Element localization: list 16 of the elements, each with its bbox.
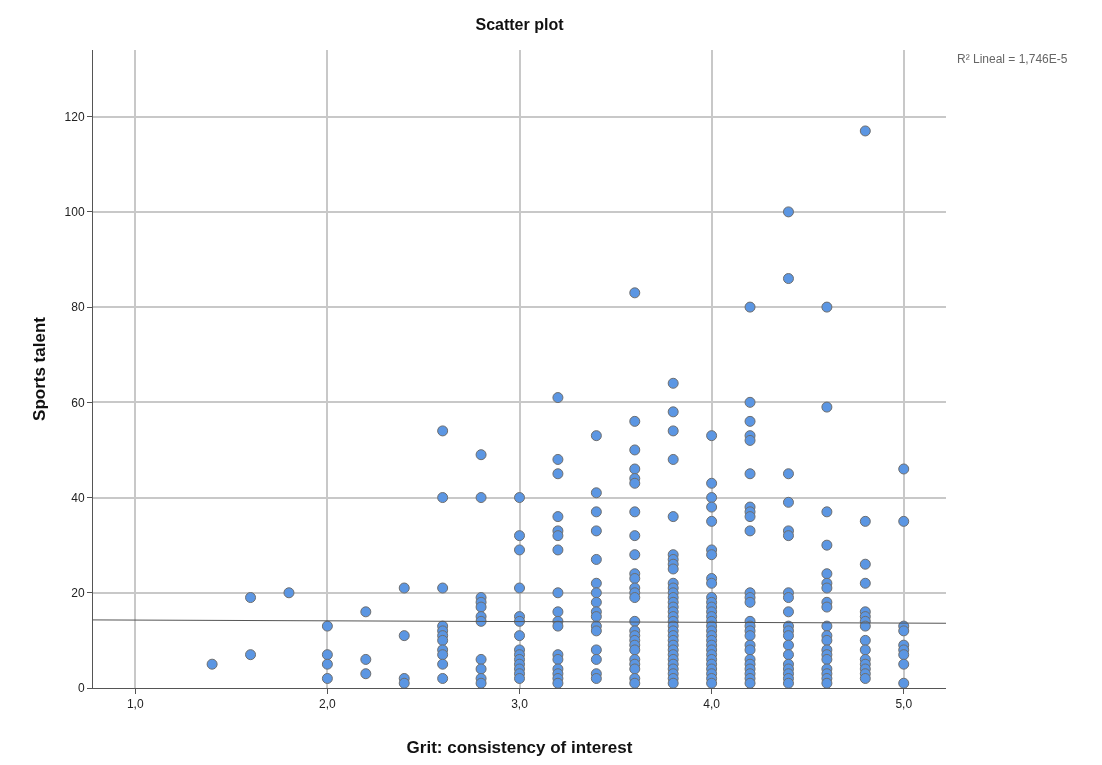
y-tick-label: 80 — [71, 300, 85, 315]
y-tick-label: 60 — [71, 395, 85, 410]
x-tick-label: 5,0 — [895, 697, 913, 712]
x-tick-label: 2,0 — [319, 697, 337, 712]
x-tick-label: 1,0 — [126, 697, 144, 712]
chart-title: Scatter plot — [475, 16, 565, 34]
y-tick-label: 100 — [64, 205, 85, 220]
x-axis-title: Grit: consistency of interest — [406, 737, 633, 757]
y-tick-label: 0 — [77, 681, 85, 696]
x-tick-label: 4,0 — [703, 697, 721, 712]
y-tick-label: 20 — [71, 585, 85, 600]
y-axis-title: Sports talent — [30, 316, 50, 421]
text: R² Lineal = 1,746E-5 — [957, 52, 1068, 66]
y-tick-label: 40 — [71, 490, 85, 505]
y-tick-label: 120 — [64, 109, 85, 124]
x-tick-label: 3,0 — [511, 697, 529, 712]
